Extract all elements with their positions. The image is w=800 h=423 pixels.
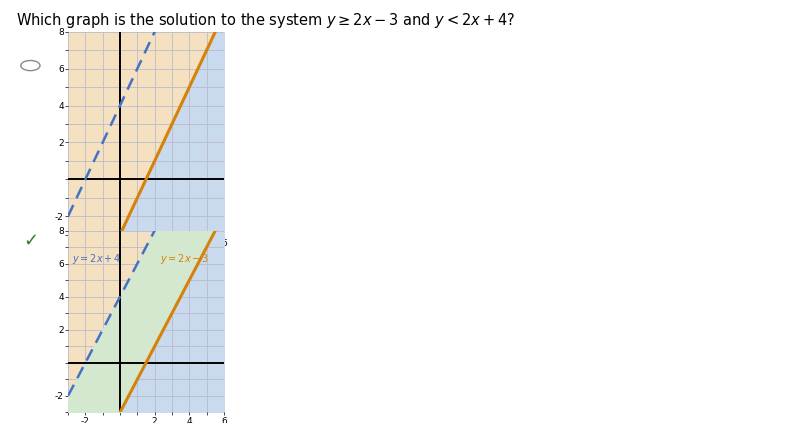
Text: $y = 2x - 3$: $y = 2x - 3$	[160, 252, 210, 266]
Text: ✓: ✓	[23, 232, 38, 250]
Text: Which graph is the solution to the system $y \geq 2x-3$ and $y < 2x+4$?: Which graph is the solution to the syste…	[16, 11, 515, 30]
Text: $y = 2x + 4$: $y = 2x + 4$	[72, 252, 122, 266]
